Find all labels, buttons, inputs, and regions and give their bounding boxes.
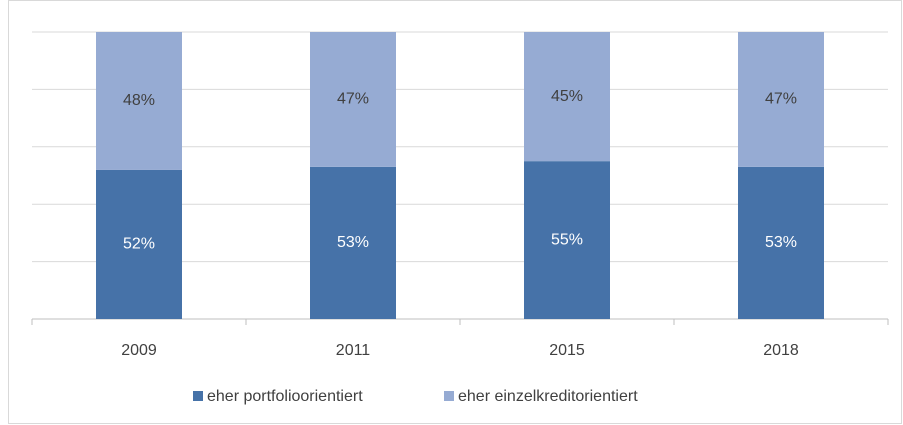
data-label: 55%: [551, 231, 583, 248]
data-label: 52%: [123, 236, 155, 253]
data-label: 53%: [765, 234, 797, 251]
legend-label: eher portfolioorientiert: [207, 388, 363, 405]
legend-swatch: [193, 391, 203, 401]
bar-segment: [96, 169, 182, 319]
x-tick-label: 2009: [121, 342, 157, 359]
data-label: 47%: [337, 91, 369, 108]
bar-segment: [310, 32, 396, 167]
legend-swatch: [444, 391, 454, 401]
x-tick-label: 2015: [549, 342, 585, 359]
data-label: 53%: [337, 234, 369, 251]
bar-segment: [524, 161, 610, 319]
x-tick-label: 2011: [336, 342, 371, 359]
legend-label: eher einzelkreditorientiert: [458, 388, 638, 405]
bar-segment: [310, 166, 396, 319]
data-label: 45%: [551, 88, 583, 105]
bar-segment: [738, 32, 824, 167]
bar-segment: [524, 32, 610, 162]
chart-border: [8, 0, 902, 424]
data-label: 47%: [765, 91, 797, 108]
bar-segment: [96, 32, 182, 170]
x-tick-label: 2018: [763, 342, 799, 359]
bar-segment: [738, 166, 824, 319]
data-label: 48%: [123, 92, 155, 109]
